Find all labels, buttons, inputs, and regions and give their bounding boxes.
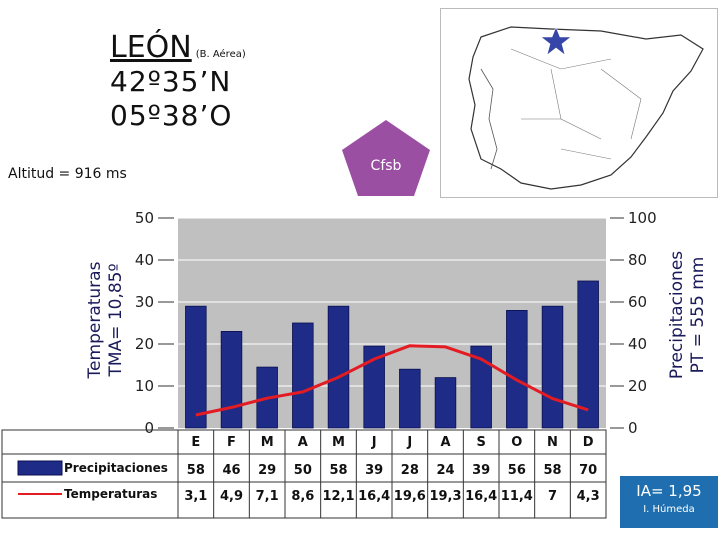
left-axis-title-line2: TMA= 10,85º bbox=[106, 263, 126, 377]
precip-value: 70 bbox=[579, 463, 597, 478]
precip-bar bbox=[434, 377, 457, 429]
precip-value: 24 bbox=[436, 463, 454, 478]
precip-bar bbox=[541, 305, 564, 429]
city-title: LEÓN bbox=[110, 30, 192, 65]
precip-bar bbox=[185, 305, 207, 429]
temp-value: 8,6 bbox=[291, 489, 314, 504]
precip-value: 29 bbox=[258, 463, 276, 478]
location-star-icon bbox=[540, 26, 572, 56]
left-tick-label: 20 bbox=[135, 335, 154, 353]
temp-value: 19,6 bbox=[394, 489, 426, 504]
iberia-map bbox=[440, 8, 718, 198]
precip-value: 58 bbox=[543, 463, 561, 478]
right-tick-label: 0 bbox=[628, 419, 638, 437]
precip-value: 28 bbox=[401, 463, 419, 478]
legend-temp-label: Temperaturas bbox=[64, 487, 157, 501]
month-label: M bbox=[261, 435, 274, 450]
temp-value: 4,3 bbox=[577, 489, 600, 504]
temp-value: 16,4 bbox=[358, 489, 390, 504]
month-label: F bbox=[227, 435, 236, 450]
right-axis-title: Precipitaciones PT = 555 mm bbox=[667, 251, 708, 379]
left-tick-label: 0 bbox=[144, 419, 154, 437]
climate-pentagon: Cfsb bbox=[342, 120, 430, 196]
temp-value: 16,4 bbox=[465, 489, 497, 504]
climate-code: Cfsb bbox=[371, 158, 402, 174]
precip-bar bbox=[399, 368, 421, 429]
temp-value: 7,1 bbox=[256, 489, 279, 504]
pentagon-shape bbox=[342, 120, 430, 196]
left-tick-label: 30 bbox=[135, 293, 154, 311]
axis-ticks: 0 10 20 30 40 50 0 20 40 60 80 100 bbox=[135, 209, 657, 437]
month-label: O bbox=[511, 435, 522, 450]
precip-value: 56 bbox=[508, 463, 526, 478]
altitude-text: Altitud = 916 ms bbox=[8, 166, 127, 182]
plot-area bbox=[178, 217, 606, 429]
temp-value: 7 bbox=[548, 489, 557, 504]
right-axis-title-line2: PT = 555 mm bbox=[688, 257, 708, 374]
left-axis-title: Temperaturas TMA= 10,85º bbox=[85, 261, 126, 379]
longitude-text: 05º38’O bbox=[110, 99, 233, 132]
precip-bar bbox=[292, 322, 314, 429]
temp-value: 19,3 bbox=[429, 489, 461, 504]
temp-value: 4,9 bbox=[220, 489, 243, 504]
precip-value: 46 bbox=[222, 463, 240, 478]
aridity-value: IA= 1,95 bbox=[636, 482, 702, 500]
right-tick-label: 80 bbox=[628, 251, 647, 269]
right-tick-label: 100 bbox=[628, 209, 657, 227]
precip-bar bbox=[220, 330, 243, 429]
temp-value: 11,4 bbox=[501, 489, 533, 504]
precip-value: 58 bbox=[187, 463, 205, 478]
precip-value: 58 bbox=[329, 463, 347, 478]
aridity-label: I. Húmeda bbox=[643, 504, 695, 515]
month-label: S bbox=[476, 435, 485, 450]
month-label: D bbox=[583, 435, 594, 450]
title-block: LEÓN (B. Aérea) 42º35’N 05º38’O bbox=[110, 30, 246, 133]
left-tick-label: 50 bbox=[135, 209, 154, 227]
right-axis-title-line1: Precipitaciones bbox=[667, 251, 687, 379]
map-border-portugal bbox=[480, 68, 498, 170]
precip-bar bbox=[327, 305, 350, 429]
precip-value: 39 bbox=[472, 463, 490, 478]
month-label: A bbox=[298, 435, 308, 450]
month-label: M bbox=[332, 435, 345, 450]
right-tick-label: 60 bbox=[628, 293, 647, 311]
month-label: J bbox=[406, 435, 412, 450]
plot-background bbox=[178, 218, 606, 428]
precip-value: 39 bbox=[365, 463, 383, 478]
left-tick-label: 10 bbox=[135, 377, 154, 395]
month-label: E bbox=[191, 435, 200, 450]
precip-value: 50 bbox=[294, 463, 312, 478]
left-axis-title-line1: Temperaturas bbox=[85, 261, 105, 379]
precip-bar bbox=[470, 345, 492, 429]
month-label: J bbox=[371, 435, 377, 450]
station-subtitle: (B. Aérea) bbox=[195, 49, 246, 60]
legend-precip-label: Precipitaciones bbox=[64, 461, 168, 475]
temperature-line bbox=[195, 344, 589, 417]
right-tick-label: 20 bbox=[628, 377, 647, 395]
precip-bar bbox=[577, 280, 599, 429]
legend-precip-swatch bbox=[17, 460, 63, 476]
month-label: N bbox=[547, 435, 558, 450]
latitude-text: 42º35’N bbox=[110, 65, 232, 98]
precip-bar bbox=[506, 309, 528, 429]
temp-value: 12,1 bbox=[322, 489, 354, 504]
aridity-box: IA= 1,95 I. Húmeda bbox=[620, 476, 718, 528]
right-tick-label: 40 bbox=[628, 335, 647, 353]
month-label: A bbox=[440, 435, 450, 450]
data-table: E F M A M J J A S O N D Precipitaciones Temperaturas 5… bbox=[1, 429, 607, 519]
map-coastline bbox=[468, 26, 704, 190]
left-tick-label: 40 bbox=[135, 251, 154, 269]
temp-value: 3,1 bbox=[184, 489, 207, 504]
map-regions bbox=[510, 48, 642, 160]
precip-bar bbox=[363, 345, 385, 429]
